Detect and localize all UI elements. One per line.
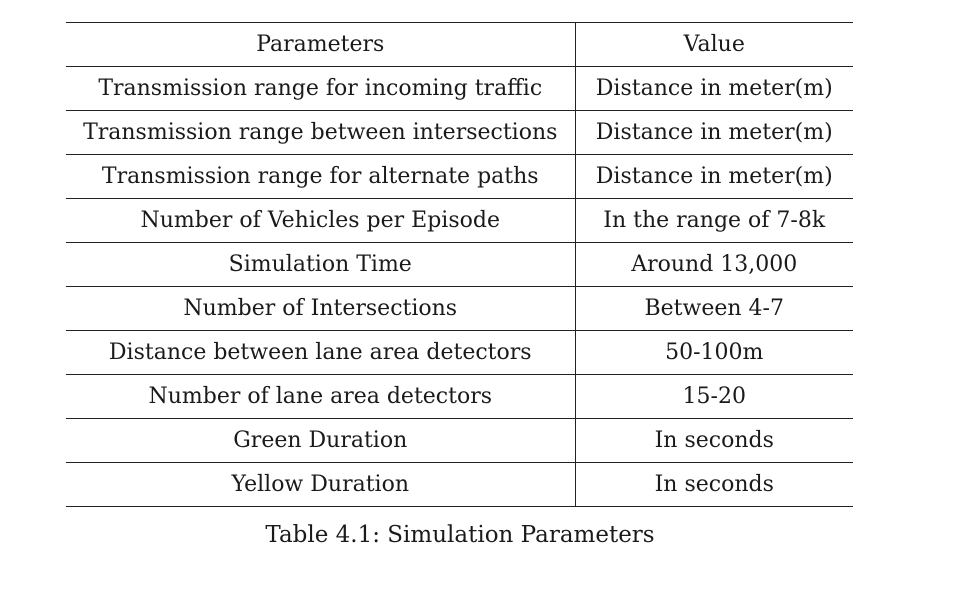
value-cell: Distance in meter(m) [575,66,853,111]
value-cell: 15-20 [575,374,853,419]
value-cell: Distance in meter(m) [575,154,853,199]
table-caption: Table 4.1: Simulation Parameters [265,522,655,548]
simulation-parameters-table: Parameters Value Transmission range for … [66,22,853,507]
value-cell: In the range of 7-8k [575,198,853,243]
header-parameters: Parameters [66,22,576,67]
table-row: Distance between lane area detectors 50-… [66,330,853,375]
table-row: Simulation Time Around 13,000 [66,242,853,287]
parameters-table-container: Parameters Value Transmission range for … [66,22,853,507]
value-cell: Distance in meter(m) [575,110,853,155]
value-cell: In seconds [575,418,853,463]
table-header-row: Parameters Value [66,22,853,67]
table-row: Transmission range for alternate paths D… [66,154,853,199]
parameter-cell: Number of Vehicles per Episode [66,198,576,243]
parameter-cell: Green Duration [66,418,576,463]
table-row: Transmission range for incoming traffic … [66,66,853,111]
parameter-cell: Number of lane area detectors [66,374,576,419]
parameter-cell: Simulation Time [66,242,576,287]
parameter-cell: Transmission range for incoming traffic [66,66,576,111]
value-cell: In seconds [575,462,853,507]
table-row: Yellow Duration In seconds [66,462,853,507]
value-cell: Around 13,000 [575,242,853,287]
value-cell: Between 4-7 [575,286,853,331]
value-cell: 50-100m [575,330,853,375]
table-row: Number of lane area detectors 15-20 [66,374,853,419]
table-row: Number of Vehicles per Episode In the ra… [66,198,853,243]
parameter-cell: Distance between lane area detectors [66,330,576,375]
table-row: Transmission range between intersections… [66,110,853,155]
parameter-cell: Transmission range for alternate paths [66,154,576,199]
parameter-cell: Transmission range between intersections [66,110,576,155]
table-row: Number of Intersections Between 4-7 [66,286,853,331]
parameter-cell: Yellow Duration [66,462,576,507]
header-value: Value [575,22,853,67]
table-row: Green Duration In seconds [66,418,853,463]
parameter-cell: Number of Intersections [66,286,576,331]
